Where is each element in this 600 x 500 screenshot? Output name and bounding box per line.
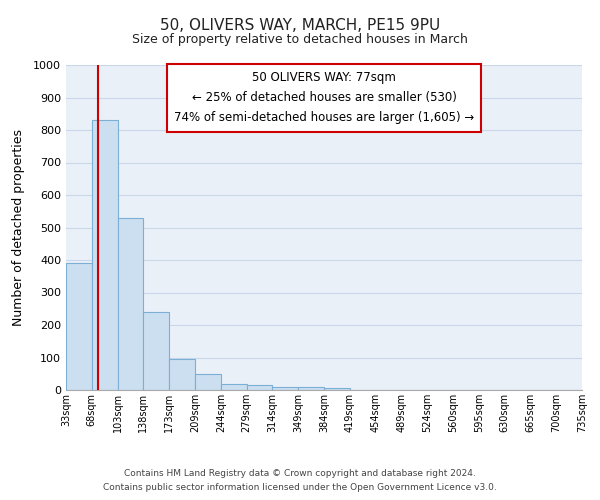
Bar [324, 388, 350, 390]
Text: Size of property relative to detached houses in March: Size of property relative to detached ho… [132, 32, 468, 46]
Bar [195, 374, 221, 390]
Text: Contains HM Land Registry data © Crown copyright and database right 2024.: Contains HM Land Registry data © Crown c… [124, 468, 476, 477]
Text: 50 OLIVERS WAY: 77sqm
← 25% of detached houses are smaller (530)
74% of semi-det: 50 OLIVERS WAY: 77sqm ← 25% of detached … [174, 72, 474, 124]
Bar [66, 263, 92, 390]
Bar [92, 120, 118, 390]
Y-axis label: Number of detached properties: Number of detached properties [12, 129, 25, 326]
Text: Contains public sector information licensed under the Open Government Licence v3: Contains public sector information licen… [103, 484, 497, 492]
Bar [247, 385, 272, 390]
Bar [221, 384, 247, 390]
Bar [118, 218, 143, 390]
Bar [169, 359, 195, 390]
Bar [272, 387, 298, 390]
Text: 50, OLIVERS WAY, MARCH, PE15 9PU: 50, OLIVERS WAY, MARCH, PE15 9PU [160, 18, 440, 32]
Bar [298, 388, 324, 390]
Bar [143, 312, 169, 390]
